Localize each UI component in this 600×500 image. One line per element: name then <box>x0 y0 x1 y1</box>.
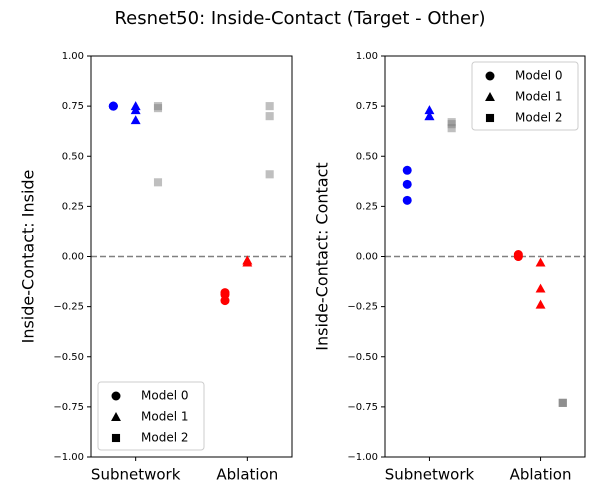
legend-label: Model 1 <box>515 90 562 104</box>
legend-marker <box>485 71 495 81</box>
y-axis-label: Inside-Contact: Contact <box>313 162 332 350</box>
legend-marker <box>111 433 121 443</box>
y-tick-label: −0.50 <box>53 352 84 363</box>
legend-marker <box>111 412 121 421</box>
y-tick-label: 0.50 <box>62 151 84 162</box>
x-tick-label: Ablation <box>216 466 278 484</box>
figure-title: Resnet50: Inside-Contact (Target - Other… <box>114 8 485 29</box>
y-tick-label: 0.00 <box>356 252 378 263</box>
point <box>402 195 412 205</box>
y-tick-label: 0.75 <box>62 101 84 112</box>
point <box>242 257 253 267</box>
plot-frame <box>90 55 293 458</box>
y-tick-label: −0.25 <box>347 302 378 313</box>
point <box>265 102 274 111</box>
y-tick-label: −1.00 <box>347 452 378 463</box>
point <box>265 170 274 179</box>
point <box>402 179 412 189</box>
point <box>153 178 163 187</box>
y-tick-label: 0.75 <box>356 101 378 112</box>
legend-label: Model 0 <box>515 69 562 83</box>
legend-marker <box>111 391 121 401</box>
point <box>220 296 230 306</box>
y-tick-label: −0.75 <box>347 402 378 413</box>
point <box>130 115 141 125</box>
point <box>558 398 567 407</box>
y-tick-label: 0.25 <box>62 201 84 212</box>
point <box>153 104 163 113</box>
y-tick-label: −0.25 <box>53 302 84 313</box>
legend-label: Model 2 <box>141 431 188 445</box>
point <box>402 165 412 175</box>
y-tick-label: −0.75 <box>53 402 84 413</box>
point <box>535 257 546 267</box>
point <box>424 111 435 121</box>
legend-box <box>471 61 579 131</box>
y-tick-label: −0.50 <box>347 352 378 363</box>
legend-box <box>97 381 205 451</box>
x-tick-label: Ablation <box>510 466 572 484</box>
legend-marker <box>485 113 495 123</box>
point <box>108 101 118 111</box>
point <box>130 105 141 115</box>
y-tick-label: 0.25 <box>356 201 378 212</box>
y-tick-label: 0.00 <box>62 252 84 263</box>
y-tick-label: 0.50 <box>356 151 378 162</box>
point <box>535 299 546 309</box>
plot-frame <box>384 55 586 458</box>
x-tick-label: Subnetwork <box>91 466 181 484</box>
legend-label: Model 1 <box>141 410 188 424</box>
point <box>535 283 546 293</box>
point <box>265 112 274 121</box>
y-axis-label: Inside-Contact: Inside <box>19 170 38 344</box>
point <box>513 249 523 259</box>
point <box>447 124 456 133</box>
legend-label: Model 0 <box>141 389 188 403</box>
y-tick-label: −1.00 <box>53 452 84 463</box>
y-tick-label: 1.00 <box>356 51 378 62</box>
legend-label: Model 2 <box>515 111 562 125</box>
point <box>424 105 435 115</box>
y-tick-label: 1.00 <box>62 51 84 62</box>
legend-marker <box>485 92 495 101</box>
x-tick-label: Subnetwork <box>385 466 475 484</box>
